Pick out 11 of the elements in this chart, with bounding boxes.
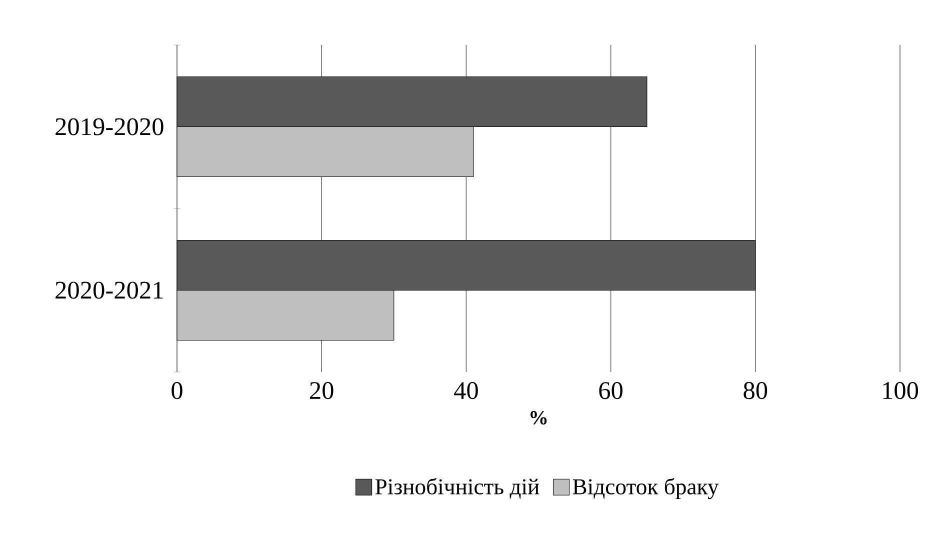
x-tick-label: 20 bbox=[310, 382, 334, 400]
x-tick-label: 60 bbox=[599, 382, 622, 400]
x-tick-label: 80 bbox=[744, 382, 768, 400]
x-tick-label: 40 bbox=[454, 382, 478, 400]
legend-label: Відсоток браку bbox=[572, 478, 719, 500]
y-tick-label: 2019-2020 bbox=[56, 118, 164, 136]
legend-label: Різнобічність дій bbox=[375, 478, 540, 499]
x-tick-label: 0 bbox=[172, 382, 182, 400]
x-tick-label: 100 bbox=[883, 382, 918, 400]
x-axis-title: % bbox=[530, 410, 547, 425]
y-tick-label: 2020-2021 bbox=[56, 282, 163, 299]
